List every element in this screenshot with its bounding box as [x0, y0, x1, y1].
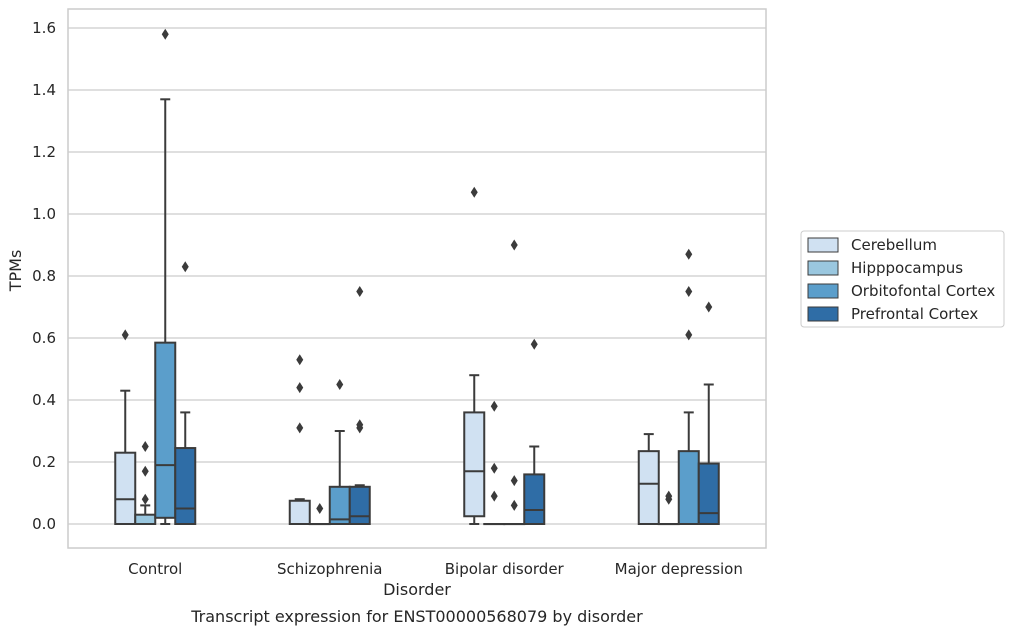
- box-orbitofontal-cortex: [677, 248, 700, 525]
- y-tick-label: 1.2: [32, 143, 56, 161]
- y-tick-labels: 0.0 0.2 0.4 0.6 0.8 1.0 1.2 1.4 1.6: [32, 19, 56, 533]
- outlier-point: [705, 301, 713, 313]
- box-plot-boxes: [114, 28, 720, 526]
- legend-label: Cerebellum: [851, 236, 937, 254]
- legend-swatch: [807, 283, 839, 299]
- x-tick-label: Bipolar disorder: [445, 560, 565, 578]
- box-prefrontal-cortex: [523, 338, 546, 525]
- box-hipppocampus: [134, 441, 157, 526]
- outlier-point: [490, 400, 498, 412]
- x-tick-label: Major depression: [615, 560, 743, 578]
- iqr-box: [523, 473, 546, 525]
- legend-label: Orbitofontal Cortex: [851, 282, 995, 300]
- outlier-point: [316, 503, 324, 514]
- legend-swatch: [807, 306, 839, 322]
- y-tick-label: 0.0: [32, 515, 56, 533]
- y-tick-label: 0.8: [32, 267, 56, 285]
- legend-swatch: [807, 260, 839, 276]
- box-cerebellum: [463, 186, 486, 525]
- legend-frame: [800, 230, 1005, 328]
- outlier-point: [510, 475, 518, 487]
- iqr-box: [348, 485, 371, 525]
- outlier-point: [141, 465, 149, 477]
- legend: Cerebellum Hipppocampus Orbitofontal Corte…: [800, 230, 1005, 328]
- iqr-box: [677, 450, 700, 525]
- y-axis-label: TPMs: [6, 250, 25, 293]
- legend-swatch: [807, 237, 839, 253]
- outlier-point: [510, 499, 518, 511]
- iqr-box: [114, 451, 137, 526]
- y-tick-label: 0.4: [32, 391, 56, 409]
- x-tick-label: Control: [128, 560, 182, 578]
- iqr-box: [288, 499, 311, 525]
- box-cerebellum: [637, 433, 660, 525]
- outlier-point: [490, 462, 498, 474]
- iqr-box: [697, 462, 720, 525]
- outlier-point: [336, 379, 344, 390]
- iqr-box: [174, 447, 197, 525]
- y-tick-label: 1.6: [32, 19, 56, 37]
- outlier-point: [356, 419, 364, 431]
- outlier-point: [356, 286, 364, 297]
- box-prefrontal-cortex: [348, 286, 371, 525]
- box-orbitofontal-cortex: [328, 379, 351, 525]
- y-tick-label: 0.6: [32, 329, 56, 347]
- box-hipppocampus: [308, 503, 331, 526]
- outlier-point: [181, 261, 189, 273]
- y-tick-label: 1.4: [32, 81, 56, 99]
- outlier-point: [141, 441, 149, 452]
- x-tick-labels: Control Schizophrenia Bipolar disorder Majo…: [128, 560, 743, 578]
- box-prefrontal-cortex: [697, 301, 720, 525]
- legend-label: Prefrontal Cortex: [851, 305, 978, 323]
- outlier-point: [161, 28, 169, 40]
- iqr-box: [637, 450, 660, 525]
- outlier-point: [296, 354, 304, 366]
- box-prefrontal-cortex: [174, 261, 197, 525]
- outlier-point: [470, 186, 478, 198]
- box-cerebellum: [288, 354, 311, 525]
- iqr-box: [154, 341, 177, 519]
- box-cerebellum: [114, 329, 137, 526]
- iqr-box: [463, 411, 486, 518]
- outlier-point: [510, 239, 518, 251]
- y-tick-label: 0.2: [32, 453, 56, 471]
- legend-label: Hipppocampus: [851, 259, 963, 277]
- iqr-box: [134, 513, 157, 526]
- x-axis-label: Disorder: [383, 580, 451, 599]
- outlier-point: [141, 493, 149, 505]
- outlier-point: [490, 490, 498, 502]
- outlier-point: [665, 490, 673, 502]
- y-tick-label: 1.0: [32, 205, 56, 223]
- outlier-point: [530, 338, 538, 350]
- outlier-point: [685, 248, 693, 260]
- plot-frame: [67, 8, 767, 549]
- outlier-point: [296, 382, 304, 394]
- box-hipppocampus: [483, 400, 506, 526]
- outlier-point: [121, 329, 129, 341]
- box-orbitofontal-cortex: [154, 28, 177, 525]
- chart-caption: Transcript expression for ENST0000056807…: [190, 607, 643, 626]
- x-tick-label: Schizophrenia: [277, 560, 382, 578]
- outlier-point: [296, 422, 304, 434]
- box-hipppocampus: [657, 490, 680, 526]
- outlier-point: [685, 329, 693, 341]
- box-orbitofontal-cortex: [503, 239, 526, 526]
- outlier-point: [685, 286, 693, 297]
